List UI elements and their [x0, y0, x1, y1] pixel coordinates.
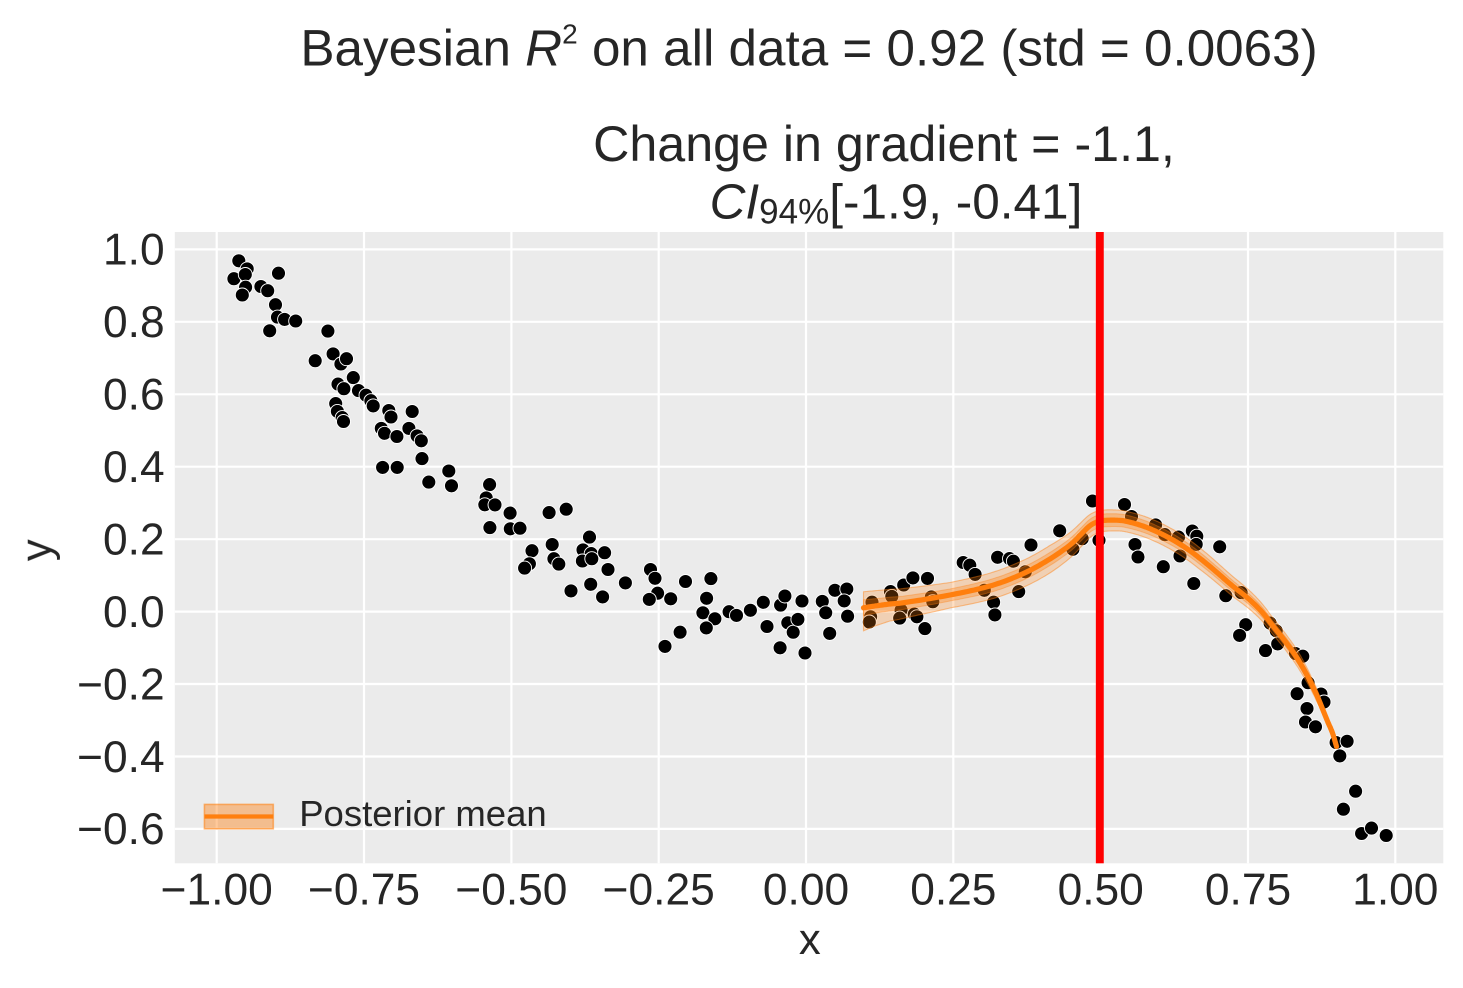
svg-text:0.50: 0.50: [1058, 865, 1144, 914]
svg-text:1.00: 1.00: [1352, 865, 1438, 914]
svg-text:−0.50: −0.50: [455, 865, 567, 914]
svg-text:0.0: 0.0: [103, 588, 165, 637]
svg-text:x: x: [799, 915, 821, 964]
svg-text:Posterior mean: Posterior mean: [299, 793, 547, 834]
svg-text:y: y: [12, 539, 61, 561]
svg-text:0.4: 0.4: [103, 443, 165, 492]
svg-text:0.8: 0.8: [103, 298, 165, 347]
svg-text:−0.2: −0.2: [77, 660, 164, 709]
svg-text:−1.00: −1.00: [161, 865, 273, 914]
svg-text:0.2: 0.2: [103, 516, 165, 565]
svg-text:0.6: 0.6: [103, 371, 165, 420]
svg-text:1.0: 1.0: [103, 226, 165, 275]
svg-text:−0.75: −0.75: [308, 865, 420, 914]
svg-text:Bayesian R2 on all data = 0.92: Bayesian R2 on all data = 0.92 (std = 0.…: [300, 19, 1317, 77]
svg-text:0.00: 0.00: [763, 865, 849, 914]
svg-text:0.75: 0.75: [1205, 865, 1291, 914]
svg-text:Change in gradient = -1.1,: Change in gradient = -1.1,: [593, 116, 1175, 172]
svg-text:−0.4: −0.4: [77, 733, 164, 782]
svg-text:−0.25: −0.25: [603, 865, 715, 914]
svg-text:−0.6: −0.6: [77, 805, 164, 854]
svg-text:0.25: 0.25: [910, 865, 996, 914]
svg-text:CI94%[-1.9, -0.41]: CI94%[-1.9, -0.41]: [710, 174, 1083, 231]
